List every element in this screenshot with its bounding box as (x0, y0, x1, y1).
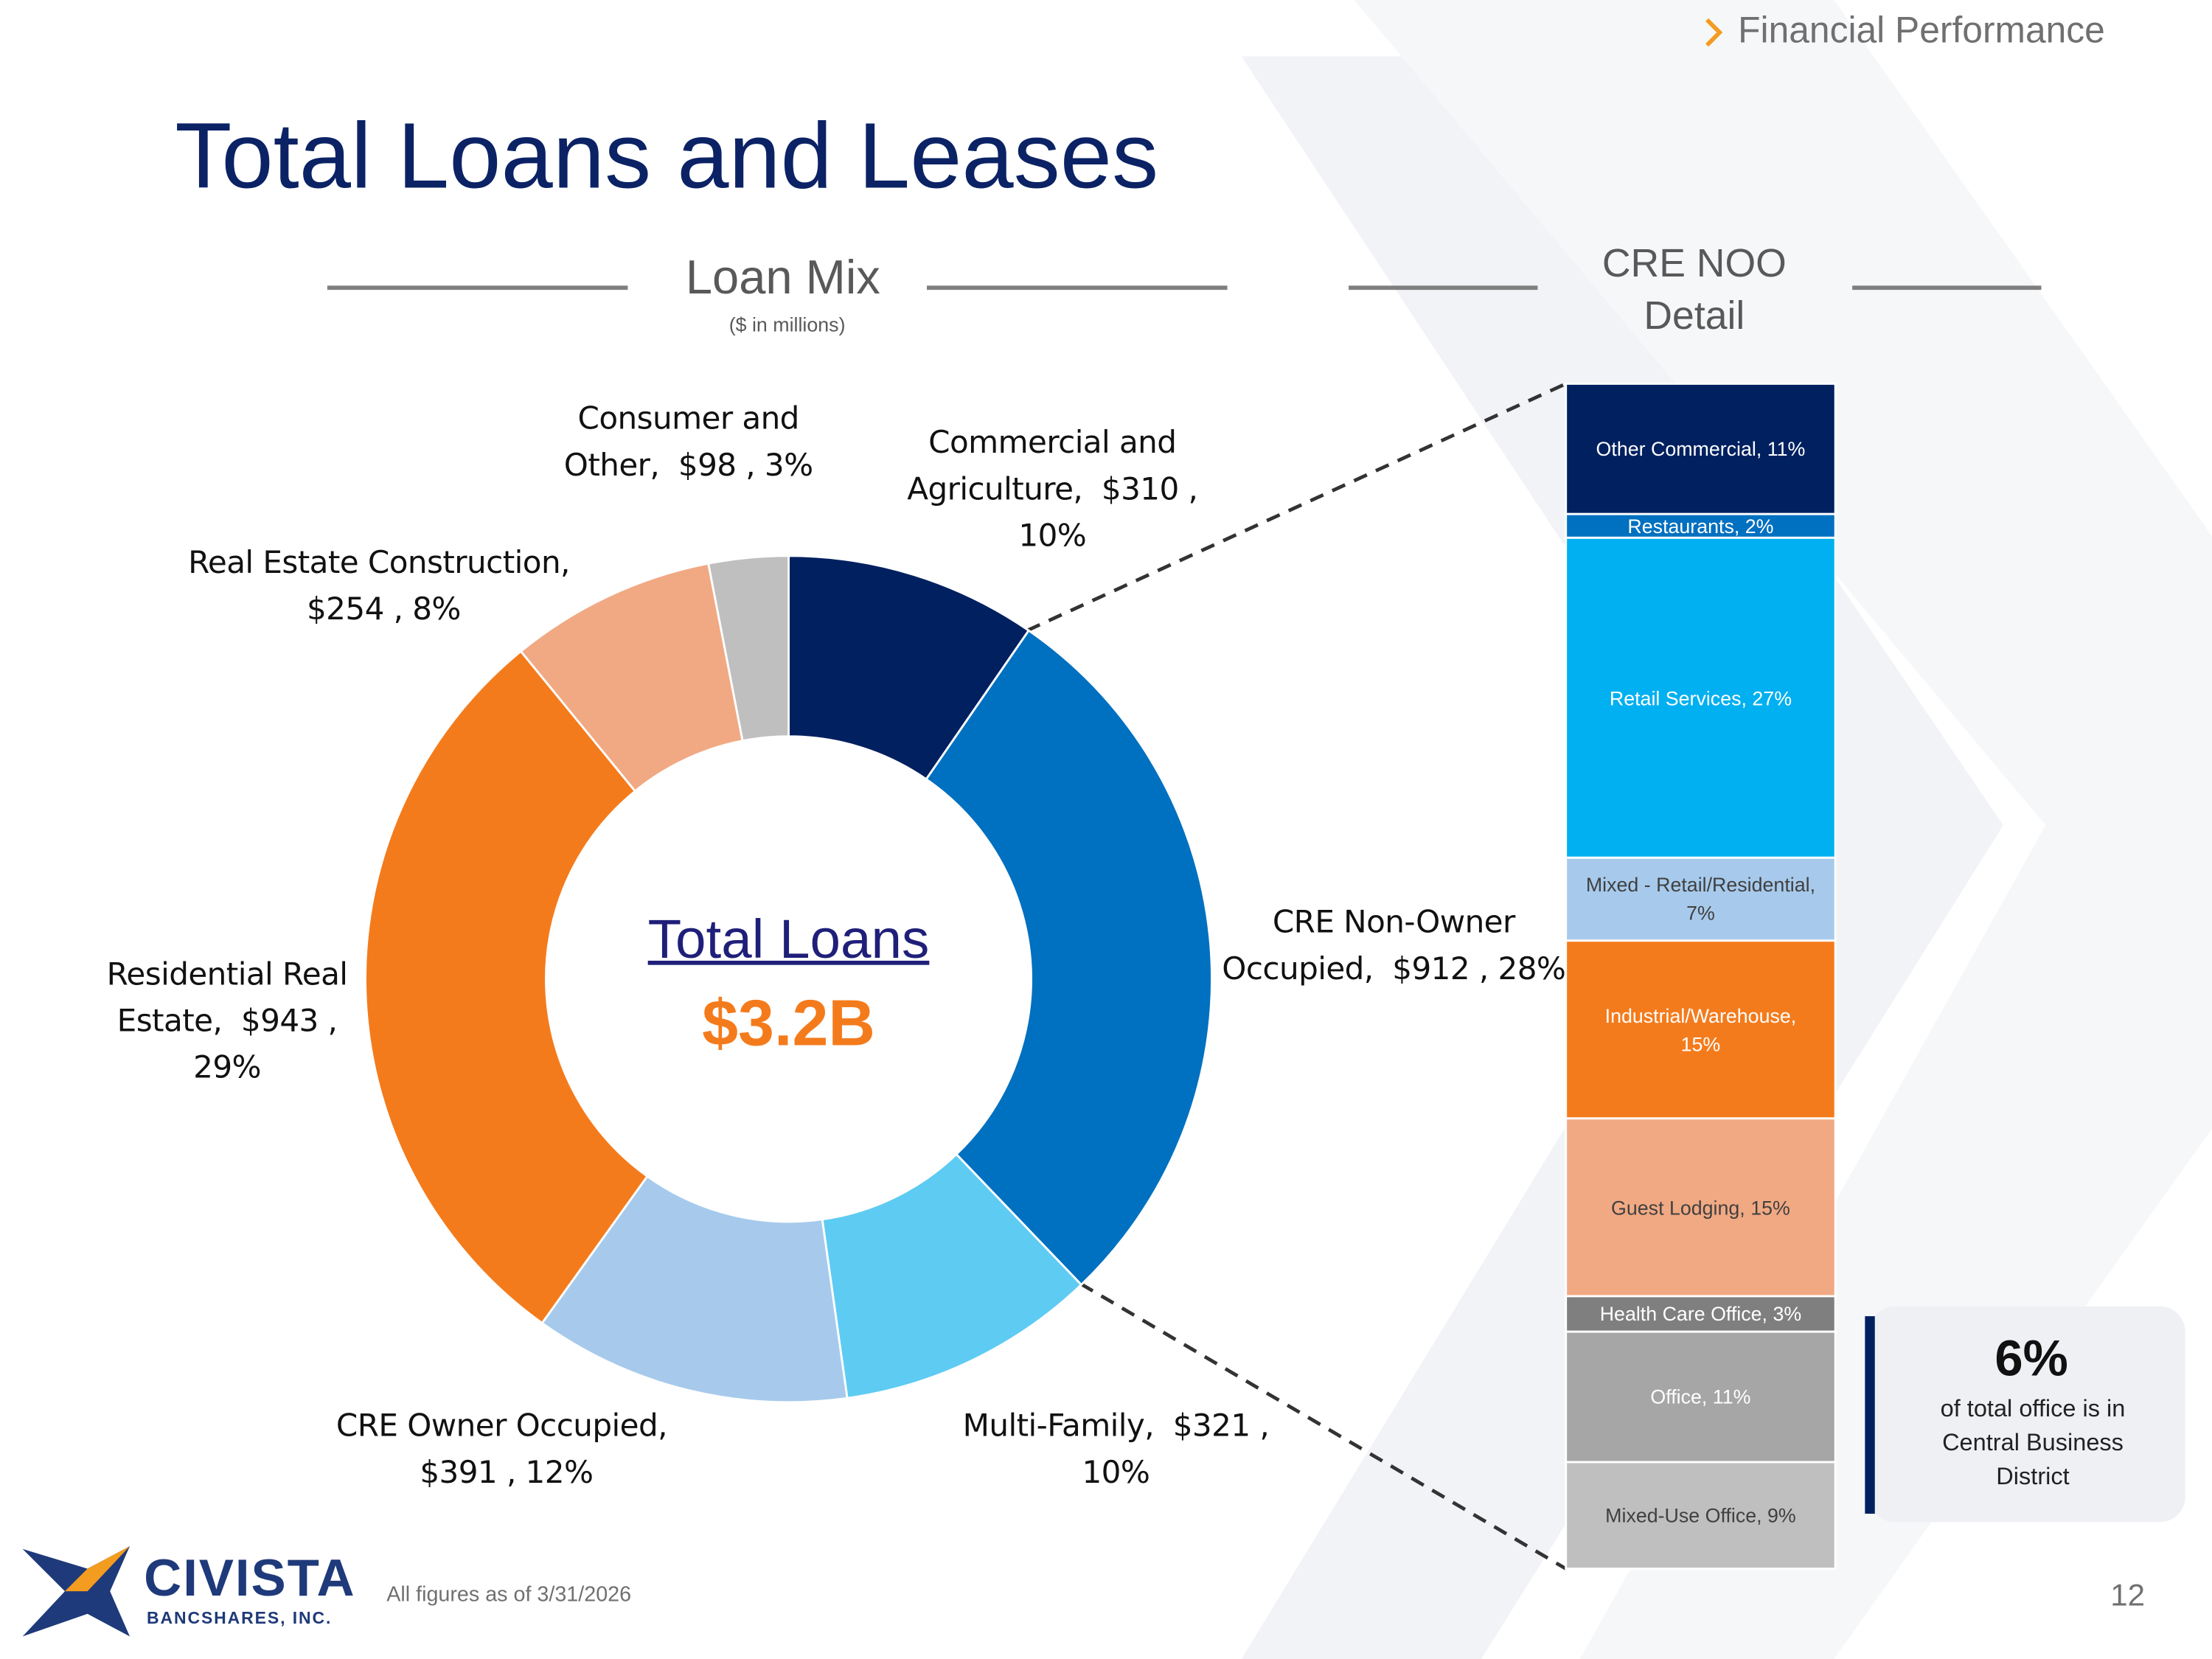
category-label: Consumer and Other, (563, 402, 800, 484)
donut-slice (707, 554, 790, 742)
segment-label: Other Commercial, 11% (1583, 383, 1819, 514)
category-label: CRE Owner Occupied, (335, 1409, 668, 1445)
segment-label-text: Health Care Office, 3% (1600, 1300, 1801, 1328)
value-label: $391 , 12% (420, 1455, 594, 1492)
category-label: Commercial and Agriculture, (907, 425, 1177, 508)
center-title: Total Loans (647, 910, 930, 971)
category-label: Guest Lodging, (1611, 1196, 1745, 1219)
segment-label-text: Other Commercial, 11% (1596, 435, 1806, 463)
segment-label: Industrial/Warehouse, 15% (1583, 941, 1819, 1119)
donut-slice (925, 629, 1213, 1287)
chart-title: CRE NOO Detail (1601, 241, 1787, 338)
donut-slice (364, 650, 649, 1325)
segment-label-text: Industrial/Warehouse, 15% (1583, 1001, 1819, 1058)
segment-label-text: Office, 11% (1650, 1382, 1750, 1411)
bar-segment (1565, 939, 1837, 1120)
segment-label-text: Mixed-Use Office, 9% (1605, 1501, 1796, 1529)
value-label: $912 , 28% (1392, 952, 1566, 988)
value-label: 9% (1767, 1503, 1796, 1527)
category-label: Mixed - Retail/Residential, (1585, 874, 1816, 897)
bar-segment (1565, 1330, 1837, 1464)
callout-box (1869, 1306, 2185, 1523)
section-label: Financial Performance (1738, 8, 2105, 51)
value-label: 2% (1745, 514, 1774, 538)
page-number: 12 (2110, 1577, 2146, 1613)
donut-slice (540, 1175, 849, 1404)
data-label: Real Estate Construction, $254 , 8% (172, 540, 595, 633)
connector (1026, 382, 1567, 633)
logo-sub: BANCSHARES, INC. (146, 1608, 333, 1628)
value-label: 3% (1773, 1302, 1802, 1326)
segment-label: Office, 11% (1583, 1332, 1819, 1462)
footnote: All figures as of 3/31/2026 (386, 1582, 632, 1607)
category-label: Residential Real Estate, (106, 958, 348, 1040)
category-label: Mixed-Use Office, (1605, 1503, 1762, 1527)
background-chevron (1354, 0, 2212, 1659)
segment-label: Health Care Office, 3% (1583, 1296, 1819, 1332)
segment-label: Mixed-Use Office, 9% (1583, 1462, 1819, 1569)
category-label: CRE Non-Owner Occupied, (1222, 905, 1515, 988)
category-label: Health Care Office, (1599, 1302, 1767, 1326)
connector (1079, 1282, 1567, 1571)
value-label: $98 , 3% (678, 448, 813, 484)
value-label: 11% (1712, 1385, 1751, 1408)
bar-segment (1565, 1295, 1837, 1333)
data-label: Consumer and Other, $98 , 3% (547, 397, 830, 490)
data-label: Commercial and Agriculture, $310 , 10% (890, 420, 1214, 560)
value-label: $321 , 10% (1082, 1409, 1270, 1492)
data-label: Residential Real Estate, $943 , 29% (93, 952, 361, 1091)
callout-value: 6% (1994, 1329, 2068, 1387)
segment-label: Retail Services, 27% (1583, 538, 1819, 858)
segment-label: Restaurants, 2% (1583, 514, 1819, 538)
value-label: 15% (1680, 1032, 1721, 1055)
category-label: Industrial/Warehouse, (1604, 1004, 1797, 1027)
bar-segment (1565, 382, 1837, 515)
value-label: 11% (1767, 437, 1806, 461)
value-label: $943 , 29% (193, 1004, 338, 1087)
category-label: Other Commercial, (1596, 437, 1762, 461)
callout-text: of total office is in Central Business D… (1940, 1395, 2126, 1490)
charts (364, 382, 1837, 1570)
value-label: 7% (1686, 902, 1715, 925)
category-label: Multi-Family, (962, 1409, 1155, 1445)
bar-segment (1565, 856, 1837, 942)
segment-label-text: Guest Lodging, 15% (1611, 1193, 1790, 1221)
data-label: CRE Owner Occupied, $391 , 12% (323, 1404, 689, 1497)
segment-label-text: Restaurants, 2% (1627, 512, 1773, 540)
value-label: 27% (1752, 686, 1792, 709)
value-label: $254 , 8% (306, 592, 461, 628)
data-label: CRE Non-Owner Occupied, $912 , 28% (1217, 900, 1570, 993)
category-label: Office, (1650, 1385, 1708, 1408)
bar-segment (1565, 536, 1837, 859)
callout-bar (1865, 1316, 1875, 1514)
logo-mark (22, 1545, 131, 1637)
segment-label-text: Mixed - Retail/Residential, 7% (1583, 871, 1819, 928)
category-label: Real Estate Construction, (188, 546, 570, 582)
value-label: 15% (1750, 1196, 1790, 1219)
chart-subtitle: ($ in millions) (728, 313, 846, 336)
segment-label-text: Retail Services, 27% (1610, 684, 1792, 712)
segment-label: Guest Lodging, 15% (1583, 1119, 1819, 1296)
segment-label: Mixed - Retail/Residential, 7% (1583, 858, 1819, 940)
section-chevron (1705, 18, 1723, 47)
data-label: Multi-Family, $321 , 10% (939, 1404, 1292, 1497)
value-label: $310 , 10% (1018, 472, 1198, 554)
bar-segment (1565, 1461, 1837, 1570)
logo-name: CIVISTA (144, 1548, 356, 1607)
page-title: Total Loans and Leases (175, 102, 1159, 208)
category-label: Retail Services, (1609, 686, 1747, 709)
center-value: $3.2B (702, 986, 875, 1060)
chart-title: Loan Mix (685, 251, 880, 305)
bar-segment (1565, 1117, 1837, 1298)
category-label: Restaurants, (1627, 514, 1740, 538)
